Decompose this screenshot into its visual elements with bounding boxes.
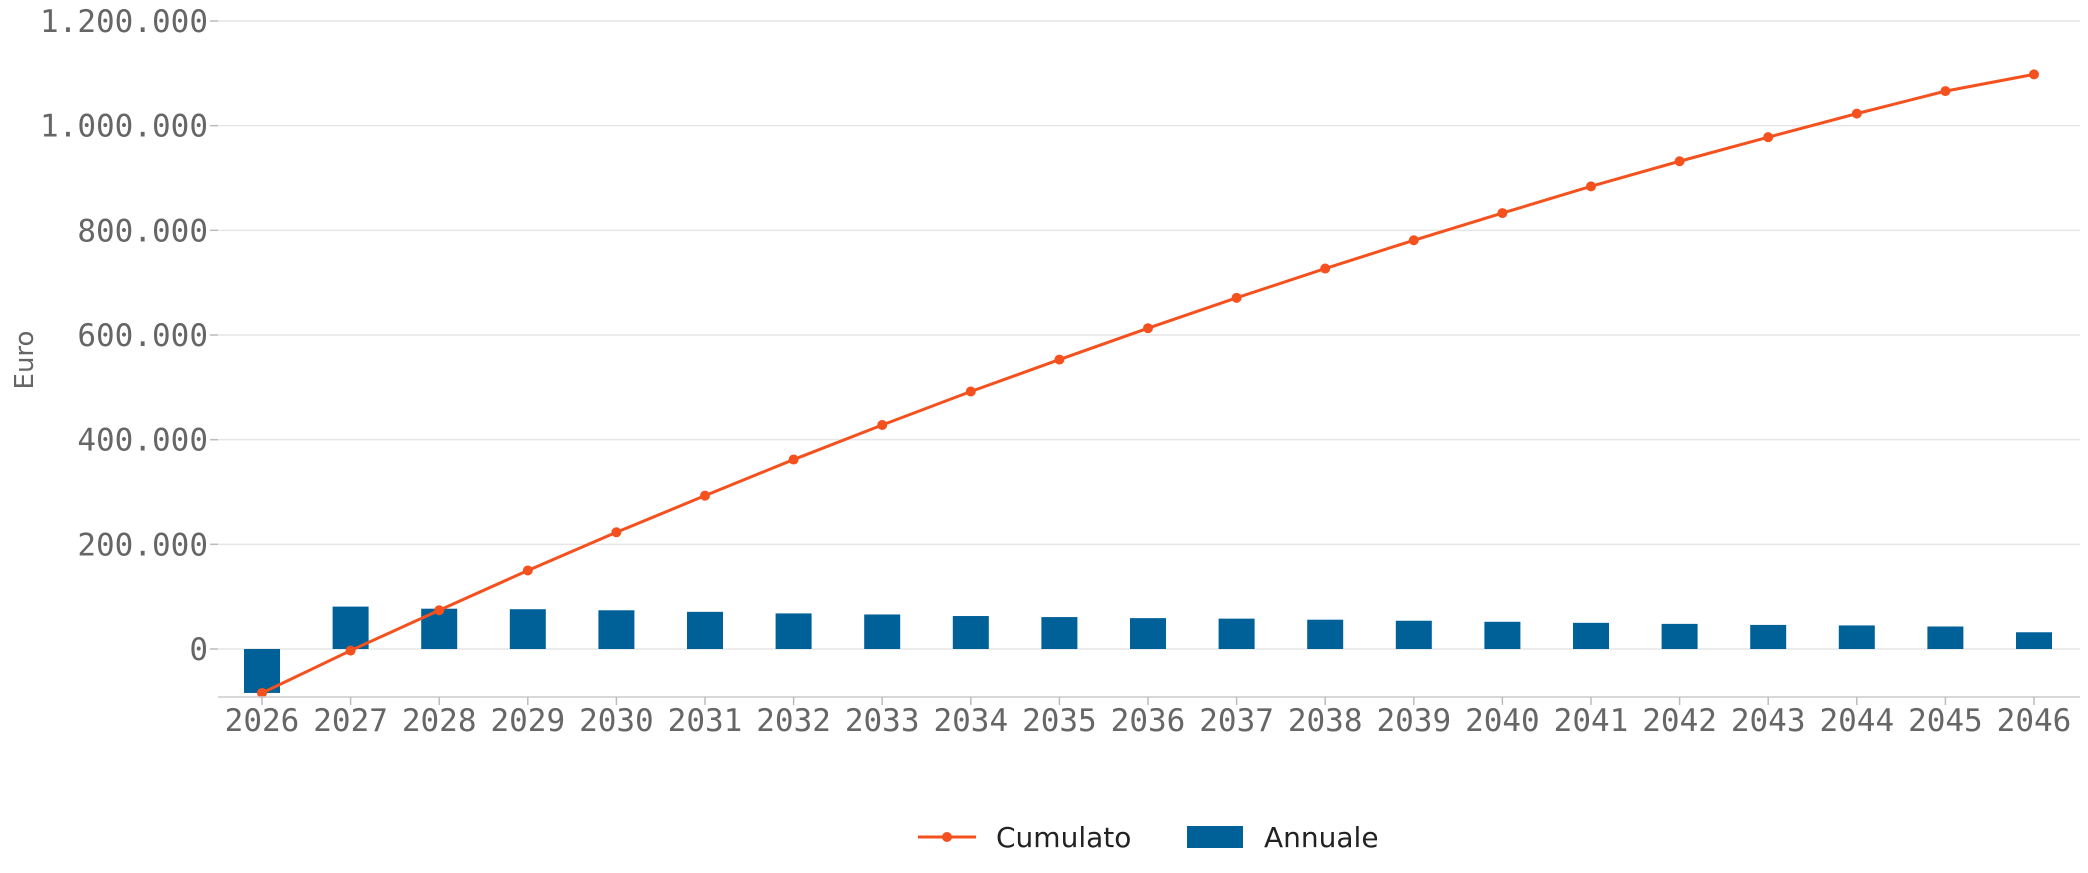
bar-annuale-2033 bbox=[864, 614, 901, 649]
x-tick-label: 2033 bbox=[845, 703, 920, 739]
point-cumulato-2036 bbox=[1143, 323, 1153, 334]
legend: Cumulato Annuale bbox=[918, 821, 1379, 854]
x-tick-label: 2030 bbox=[579, 703, 654, 739]
bar-annuale-2039 bbox=[1395, 620, 1432, 649]
legend-label-annuale: Annuale bbox=[1264, 821, 1379, 854]
point-cumulato-2028 bbox=[434, 605, 445, 616]
y-axis-ticks: 0 200.000 400.000 600.000 800.000 1.000.000 1.… bbox=[40, 4, 218, 668]
point-cumulato-2039 bbox=[1408, 235, 1419, 246]
point-cumulato-2038 bbox=[1320, 263, 1331, 274]
y-tick-label: 800.000 bbox=[77, 213, 208, 249]
bar-annuale-2030 bbox=[598, 610, 635, 649]
bar-annuale-2041 bbox=[1573, 622, 1609, 649]
bar-annuale-2031 bbox=[687, 611, 723, 649]
point-cumulato-2041 bbox=[1586, 181, 1596, 192]
point-cumulato-2045 bbox=[1940, 86, 1951, 97]
bar-annuale-2037 bbox=[1218, 618, 1255, 649]
x-tick-label: 2044 bbox=[1819, 703, 1894, 739]
x-tick-label: 2039 bbox=[1376, 703, 1451, 739]
bar-annuale-2027 bbox=[332, 606, 369, 649]
line-series-cumulato bbox=[257, 69, 2039, 698]
line-cumulato bbox=[261, 72, 2035, 695]
x-tick-label: 2032 bbox=[756, 703, 831, 739]
x-tick-label: 2035 bbox=[1022, 703, 1097, 739]
bar-annuale-2043 bbox=[1750, 624, 1787, 649]
x-tick-label: 2045 bbox=[1908, 703, 1983, 739]
y-axis-label: Euro bbox=[10, 331, 40, 390]
point-cumulato-2043 bbox=[1763, 132, 1774, 143]
x-tick-label: 2043 bbox=[1731, 703, 1806, 739]
x-tick-label: 2046 bbox=[1997, 703, 2072, 739]
bar-annuale-2035 bbox=[1041, 617, 1078, 649]
legend-marker-swatch bbox=[942, 832, 952, 842]
bar-annuale-2034 bbox=[952, 616, 989, 649]
x-tick-label: 2037 bbox=[1199, 703, 1274, 739]
point-cumulato-2044 bbox=[1851, 108, 1862, 119]
bar-annuale-2029 bbox=[509, 609, 546, 649]
point-cumulato-2040 bbox=[1497, 208, 1508, 219]
x-tick-label: 2027 bbox=[313, 703, 388, 739]
point-cumulato-2026 bbox=[257, 687, 267, 698]
x-tick-label: 2028 bbox=[402, 703, 477, 739]
x-tick-label: 2031 bbox=[668, 703, 743, 739]
bar-annuale-2036 bbox=[1130, 618, 1166, 649]
y-tick-label: 200.000 bbox=[77, 527, 208, 563]
legend-bar-swatch bbox=[1187, 826, 1243, 848]
point-cumulato-2046 bbox=[2029, 69, 2039, 80]
point-cumulato-2037 bbox=[1231, 292, 1242, 303]
y-tick-label: 600.000 bbox=[77, 318, 208, 354]
point-cumulato-2031 bbox=[700, 490, 710, 501]
point-cumulato-2032 bbox=[788, 454, 799, 465]
y-tick-label: 1.000.000 bbox=[40, 109, 208, 145]
point-cumulato-2033 bbox=[877, 420, 888, 431]
bar-annuale-2044 bbox=[1838, 625, 1875, 649]
grid-lines bbox=[218, 20, 2080, 650]
x-tick-label: 2034 bbox=[933, 703, 1008, 739]
bar-annuale-2045 bbox=[1927, 626, 1964, 649]
x-tick-label: 2038 bbox=[1288, 703, 1363, 739]
point-cumulato-2029 bbox=[522, 565, 533, 576]
bar-annuale-2038 bbox=[1307, 619, 1344, 649]
y-tick-label: 400.000 bbox=[77, 423, 208, 459]
point-cumulato-2027 bbox=[345, 645, 356, 656]
bar-series-annuale bbox=[244, 606, 2052, 693]
x-tick-label: 2036 bbox=[1111, 703, 1186, 739]
x-tick-label: 2029 bbox=[490, 703, 565, 739]
point-cumulato-2034 bbox=[965, 386, 976, 397]
x-tick-label: 2041 bbox=[1554, 703, 1629, 739]
bar-annuale-2042 bbox=[1661, 623, 1698, 649]
x-tick-label: 2026 bbox=[225, 703, 300, 739]
legend-label-cumulato: Cumulato bbox=[996, 821, 1131, 854]
x-axis: 2026 2027 2028 2029 2030 2031 2032 2033 2034 2035… bbox=[218, 696, 2080, 739]
point-cumulato-2030 bbox=[611, 527, 622, 538]
bar-annuale-2040 bbox=[1484, 621, 1521, 649]
bar-annuale-2046 bbox=[2016, 632, 2052, 649]
y-tick-label: 1.200.000 bbox=[40, 4, 208, 40]
point-cumulato-2035 bbox=[1054, 354, 1065, 365]
y-tick-label: 0 bbox=[189, 632, 208, 668]
x-tick-label: 2040 bbox=[1465, 703, 1540, 739]
x-tick-label: 2042 bbox=[1642, 703, 1717, 739]
bar-annuale-2032 bbox=[775, 613, 812, 649]
point-cumulato-2042 bbox=[1674, 156, 1685, 167]
